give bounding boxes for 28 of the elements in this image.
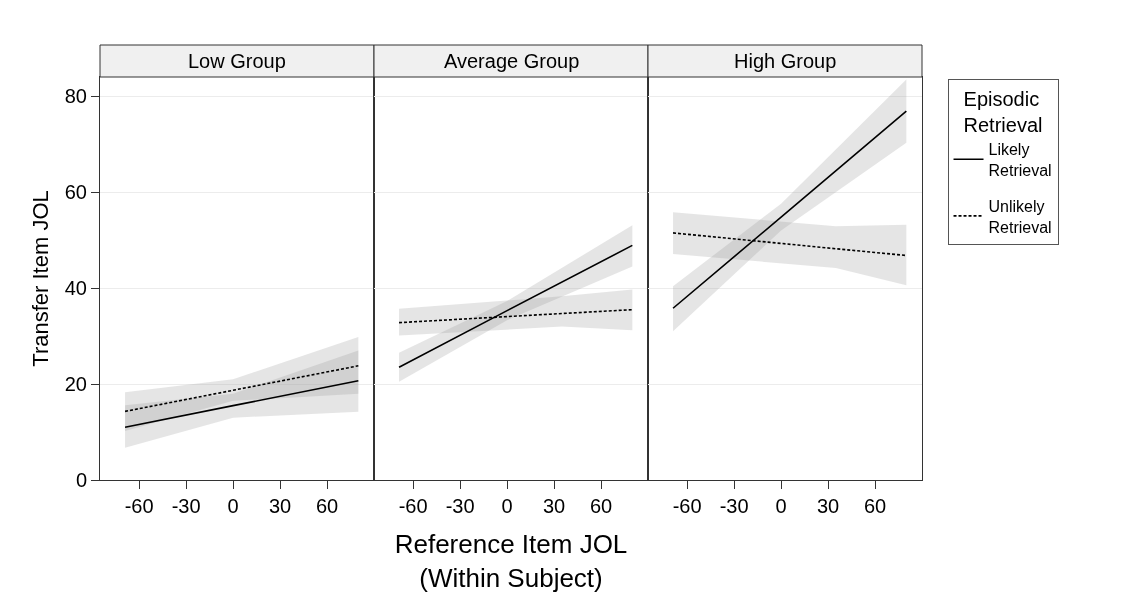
x-tick-label: 0 — [501, 495, 513, 517]
x-tick-label: 60 — [589, 495, 613, 517]
x-tick-label: -30 — [719, 495, 749, 517]
y-tick-label: 0 — [75, 469, 87, 491]
y-tick-label: 80 — [64, 85, 87, 108]
x-tick-label: 60 — [315, 495, 339, 517]
x-tick-label: 60 — [863, 495, 887, 517]
x-tick-label: -30 — [171, 495, 201, 517]
y-axis-title: Transfer Item JOL — [27, 190, 53, 367]
y-tick-label: 40 — [64, 277, 87, 300]
x-tick-label: 30 — [816, 495, 840, 517]
x-tick-label: -60 — [124, 495, 154, 517]
chart-title: High Group — [734, 50, 837, 72]
x-tick-label: -60 — [672, 495, 702, 517]
legend-label: Unlikely Retrieval — [988, 197, 1052, 236]
legend-label: Likely Retrieval — [988, 141, 1052, 179]
y-tick-label: 60 — [64, 181, 87, 204]
x-axis-title: Reference Item JOL (Within Subject) — [394, 528, 628, 593]
x-tick-label: 30 — [542, 495, 566, 517]
x-tick-label: -30 — [445, 495, 475, 517]
x-tick-label: -60 — [398, 495, 428, 517]
chart-title: Low Group — [188, 50, 286, 72]
legend-title: Episodic Retrieval — [963, 88, 1043, 136]
x-tick-label: 0 — [775, 495, 787, 517]
x-tick-label: 30 — [268, 495, 292, 517]
x-tick-label: 0 — [227, 495, 239, 517]
y-tick-label: 20 — [64, 373, 87, 396]
chart-title: Average Group — [444, 50, 580, 72]
